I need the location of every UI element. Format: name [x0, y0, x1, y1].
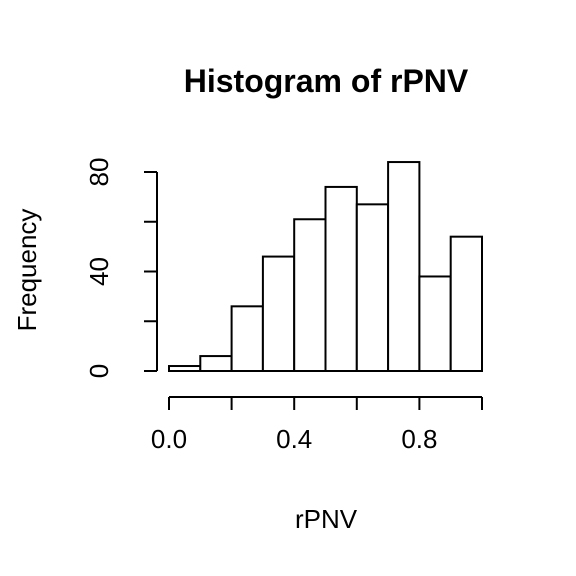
histogram-bar-3: [261, 255, 296, 373]
x-axis-label: rPNV: [295, 504, 358, 534]
x-tick-label-0: 0.0: [151, 424, 187, 454]
x-axis: 0.0 0.4 0.8: [151, 396, 483, 454]
histogram-bar-7: [387, 161, 421, 372]
histogram-bar-8: [418, 275, 452, 373]
chart-title: Histogram of rPNV: [184, 63, 469, 99]
histogram-bar-0: [168, 365, 202, 372]
y-tick-label-0: 0: [84, 364, 114, 378]
bars-group: [168, 161, 484, 373]
y-axis-label: Frequency: [12, 209, 42, 332]
x-tick-label-2: 0.4: [276, 424, 312, 454]
y-tick-label-4: 80: [84, 158, 114, 187]
histogram-bar-9: [449, 235, 484, 372]
y-tick-label-2: 40: [84, 257, 114, 286]
histogram-bar-5: [324, 185, 358, 372]
histogram-bar-4: [293, 218, 327, 372]
x-tick-label-4: 0.8: [401, 424, 437, 454]
histogram-bar-6: [355, 203, 390, 372]
histogram-bar-1: [199, 355, 233, 373]
y-axis: 0 40 80: [84, 158, 158, 378]
histogram-bar-2: [230, 305, 264, 373]
